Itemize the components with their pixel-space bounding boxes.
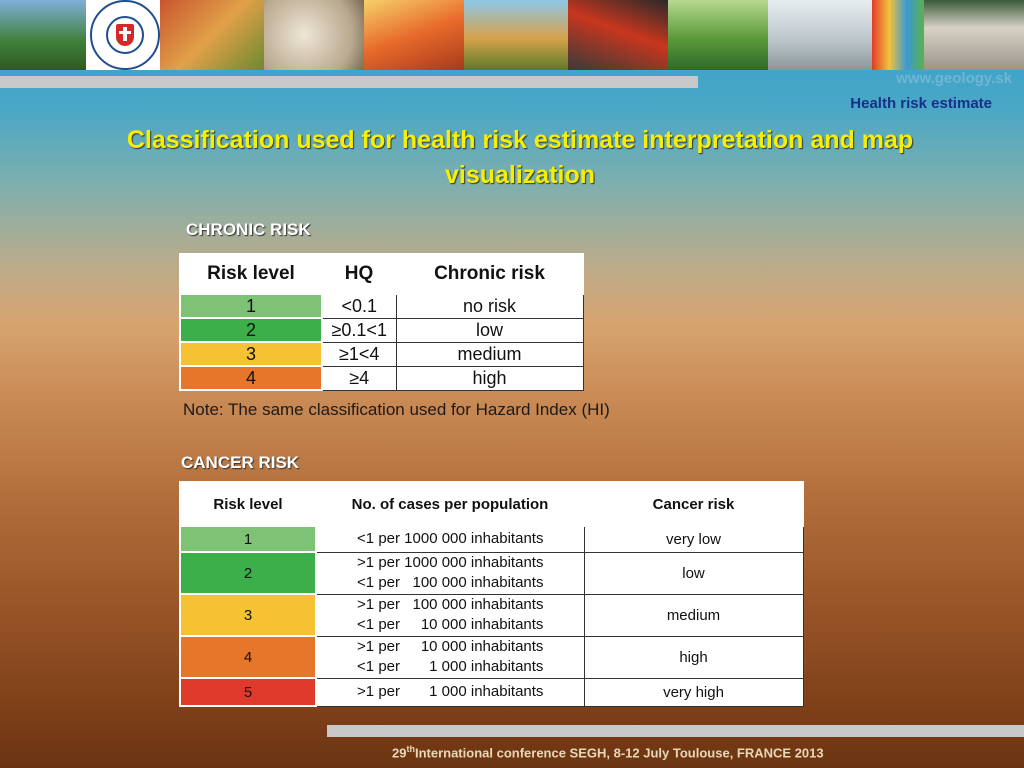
cancer-level-cell: 2 — [179, 551, 317, 595]
forest-drawing-image — [668, 0, 768, 70]
chronic-row-1: 1 <0.1 no risk — [179, 293, 584, 319]
site-url[interactable]: www.geology.sk — [896, 70, 1012, 87]
cancer-row-3: 3 >1 per 100 000 inhabitants <1 per 10 0… — [179, 593, 804, 637]
logo-ring — [106, 16, 144, 54]
chronic-risk-label: CHRONIC RISK — [186, 220, 311, 239]
chronic-col-hq: HQ — [321, 253, 397, 295]
cancer-cases-cell: >1 per 10 000 inhabitants <1 per 1 000 i… — [315, 635, 585, 679]
chronic-risk-cell: medium — [395, 341, 584, 367]
cases-line: <1 per 10 000 inhabitants — [357, 616, 544, 633]
colorful-drawing-image — [872, 0, 924, 70]
chronic-hq-cell: ≥4 — [321, 365, 397, 391]
institute-logo — [90, 0, 160, 70]
cancer-col-cancer-risk: Cancer risk — [583, 481, 804, 527]
slide-title: Classification used for health risk esti… — [126, 126, 914, 189]
cancer-col-cases: No. of cases per population — [315, 481, 585, 527]
chronic-row-2: 2 ≥0.1<1 low — [179, 317, 584, 343]
chronic-hq-cell: ≥0.1<1 — [321, 317, 397, 343]
cancer-header-row: Risk level No. of cases per population C… — [179, 481, 804, 527]
conference-footer: 29thInternational conference SEGH, 8-12 … — [392, 744, 824, 760]
coat-of-arms-icon — [116, 24, 134, 46]
top-divider-bar — [0, 76, 698, 88]
cancer-risk-cell: medium — [583, 593, 804, 637]
cancer-risk-cell: high — [583, 635, 804, 679]
chronic-header-row: Risk level HQ Chronic risk — [179, 253, 584, 295]
cancer-risk-cell: very low — [583, 525, 804, 553]
cancer-risk-label: CANCER RISK — [181, 453, 300, 472]
cancer-cases-cell: <1 per 1000 000 inhabitants — [315, 525, 585, 553]
chronic-risk-table: Risk level HQ Chronic risk 1 <0.1 no ris… — [179, 253, 584, 391]
bottom-divider-bar — [327, 725, 1024, 737]
cancer-risk-cell: very high — [583, 677, 804, 707]
cancer-risk-cell: low — [583, 551, 804, 595]
cancer-row-5: 5 >1 per 1 000 inhabitants very high — [179, 677, 804, 707]
cancer-row-1: 1 <1 per 1000 000 inhabitants very low — [179, 525, 804, 553]
cancer-cases-cell: >1 per 1000 000 inhabitants <1 per 100 0… — [315, 551, 585, 595]
cases-line: >1 per 1 000 inhabitants — [357, 683, 544, 700]
landscape-image — [0, 0, 86, 70]
pterosaur-drawing-image — [768, 0, 872, 70]
chronic-level-cell: 1 — [179, 293, 323, 319]
cases-line: <1 per 100 000 inhabitants — [357, 574, 544, 591]
footer-ordinal-suffix: th — [406, 744, 415, 754]
chronic-col-chronic-risk: Chronic risk — [395, 253, 584, 295]
cases-line: >1 per 10 000 inhabitants — [357, 638, 544, 655]
chronic-risk-cell: high — [395, 365, 584, 391]
chronic-hq-cell: <0.1 — [321, 293, 397, 319]
cancer-col-risk-level: Risk level — [179, 481, 317, 527]
chronic-hq-cell: ≥1<4 — [321, 341, 397, 367]
cancer-risk-table: Risk level No. of cases per population C… — [179, 481, 804, 707]
chronic-risk-cell: low — [395, 317, 584, 343]
chronic-col-risk-level: Risk level — [179, 253, 323, 295]
cases-line: >1 per 100 000 inhabitants — [357, 596, 544, 613]
chronic-row-3: 3 ≥1<4 medium — [179, 341, 584, 367]
cancer-level-cell: 4 — [179, 635, 317, 679]
volcano-painting-image — [364, 0, 464, 70]
cancer-level-cell: 3 — [179, 593, 317, 637]
cases-line: <1 per 1 000 inhabitants — [357, 658, 544, 675]
cancer-row-4: 4 >1 per 10 000 inhabitants <1 per 1 000… — [179, 635, 804, 679]
volcano-drawing-image — [160, 0, 264, 70]
chronic-level-cell: 4 — [179, 365, 323, 391]
cancer-level-cell: 5 — [179, 677, 317, 707]
cases-line: <1 per 1000 000 inhabitants — [357, 530, 544, 548]
shells-image — [264, 0, 364, 70]
cases-line: >1 per 1000 000 inhabitants — [357, 554, 544, 571]
chronic-row-4: 4 ≥4 high — [179, 365, 584, 391]
cancer-cases-cell: >1 per 1 000 inhabitants — [315, 677, 585, 707]
eruption-drawing-image — [568, 0, 668, 70]
chronic-risk-cell: no risk — [395, 293, 584, 319]
footer-ordinal: 29 — [392, 745, 407, 761]
cancer-level-cell: 1 — [179, 525, 317, 553]
crystals-image — [924, 0, 1024, 70]
slide-subtitle: Health risk estimate — [850, 95, 992, 112]
chronic-level-cell: 3 — [179, 341, 323, 367]
hazard-index-note: Note: The same classification used for H… — [183, 400, 610, 419]
footer-text: International conference SEGH, 8-12 July… — [414, 745, 824, 761]
chronic-level-cell: 2 — [179, 317, 323, 343]
dinosaur-drawing-image — [464, 0, 568, 70]
cancer-row-2: 2 >1 per 1000 000 inhabitants <1 per 100… — [179, 551, 804, 595]
cancer-cases-cell: >1 per 100 000 inhabitants <1 per 10 000… — [315, 593, 585, 637]
